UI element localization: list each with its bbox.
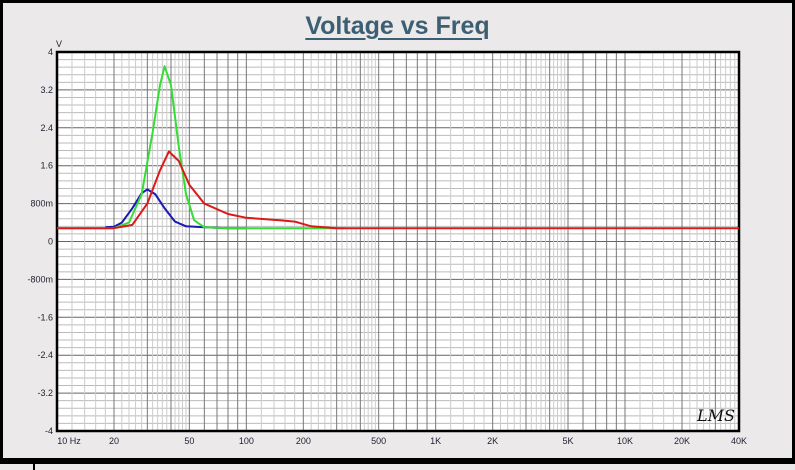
x-tick-label: 200 [296,436,311,446]
y-tick-label: 0 [48,237,53,247]
y-tick-label: 800m [30,199,53,209]
x-tick-label: 5K [563,436,574,446]
y-tick-label: -2.4 [37,350,53,360]
y-tick-label: -3.2 [37,388,53,398]
x-tick-label: 20 [109,436,119,446]
y-tick-label: 2.4 [40,123,53,133]
x-tick-label: 40K [731,436,747,446]
x-tick-label: 50 [184,436,194,446]
y-tick-label: -1.6 [37,312,53,322]
y-tick-label: 3.2 [40,85,53,95]
y-unit-label: V [56,39,62,49]
y-tick-label: 4 [48,47,53,57]
x-tick-label: 2K [487,436,498,446]
y-tick-label: 1.6 [40,161,53,171]
series-line-green [57,65,345,230]
lms-logo: LMS [696,406,735,425]
series-line-red [57,150,739,230]
y-tick-label: -800m [27,274,53,284]
x-tick-label: 10 Hz [57,436,81,446]
chart-title: Voltage vs Freq [305,12,490,40]
x-tick-label: 500 [371,436,386,446]
x-tick-label: 10K [617,436,633,446]
x-tick-label: 100 [239,436,254,446]
x-tick-label: 1K [430,436,441,446]
y-tick-label: -4 [45,426,53,436]
x-tick-label: 20K [674,436,690,446]
plot-border [55,50,741,433]
